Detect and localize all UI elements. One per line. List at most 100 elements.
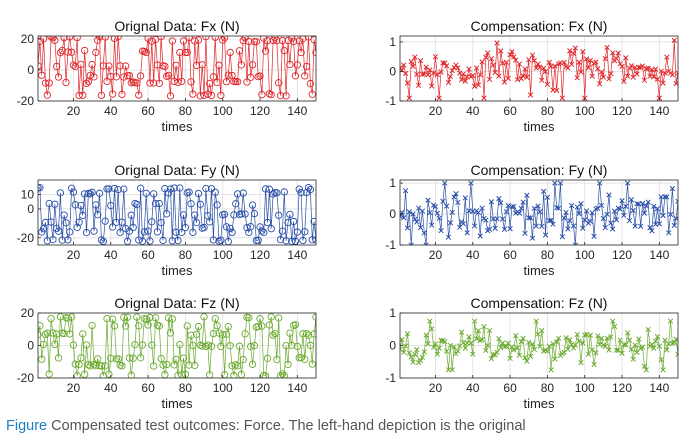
data-point [664, 54, 670, 60]
data-point [617, 337, 623, 343]
x-tick-label: 60 [141, 381, 155, 395]
data-point [263, 218, 272, 227]
data-point [518, 205, 524, 212]
data-point [587, 218, 593, 224]
data-point [524, 74, 530, 80]
data-point [671, 222, 677, 229]
data-point [178, 228, 186, 237]
data-point [572, 45, 579, 51]
data-point [578, 69, 584, 75]
data-point [483, 54, 489, 60]
data-point [293, 61, 301, 69]
data-point [544, 81, 551, 88]
data-point [202, 36, 210, 41]
data-point [550, 221, 556, 227]
data-point [67, 184, 76, 192]
data-point [135, 236, 143, 244]
data-point [297, 353, 305, 362]
data-point [593, 59, 599, 65]
data-point [155, 79, 163, 88]
data-point [419, 354, 426, 360]
data-point [401, 62, 407, 68]
data-point [600, 215, 607, 222]
x-tick-label: 80 [541, 104, 555, 118]
data-point [498, 345, 504, 351]
data-point [157, 354, 165, 363]
data-point [209, 73, 218, 81]
data-point [610, 318, 616, 324]
data-point [608, 70, 614, 77]
data-point [187, 331, 195, 339]
data-point [150, 362, 158, 370]
data-point [468, 180, 474, 186]
data-point [453, 62, 459, 68]
data-point [38, 322, 44, 330]
data-point [191, 361, 199, 370]
data-point [449, 367, 455, 373]
data-point [643, 203, 649, 209]
data-point [529, 235, 536, 241]
data-point [168, 37, 176, 45]
data-point [38, 71, 46, 79]
data-point [200, 313, 208, 321]
x-tick-label: 60 [141, 248, 155, 262]
data-point [245, 314, 253, 322]
data-point [414, 71, 420, 78]
data-point [457, 70, 463, 76]
data-point [110, 322, 119, 330]
data-point [99, 62, 107, 70]
data-point [436, 345, 442, 351]
data-point [291, 72, 300, 80]
y-tick-label: -1 [385, 371, 396, 385]
data-point [669, 72, 676, 78]
data-point [258, 322, 266, 330]
data-point [580, 225, 586, 231]
data-point [303, 62, 311, 71]
data-point [179, 354, 188, 362]
data-point [675, 70, 678, 76]
data-point [301, 355, 309, 364]
data-point [185, 361, 193, 369]
data-point [632, 223, 638, 229]
data-point [593, 350, 599, 356]
chart-title: Compensation: Fz (N) [471, 295, 608, 311]
data-point [187, 200, 195, 208]
data-point [230, 77, 238, 86]
data-point [615, 50, 621, 56]
data-point [596, 180, 603, 186]
data-point [163, 360, 171, 369]
data-point [554, 339, 560, 345]
data-point [552, 180, 558, 186]
data-point [511, 347, 517, 353]
x-tick-label: 40 [466, 104, 480, 118]
fx-comp-series [400, 37, 678, 101]
data-point [120, 313, 128, 322]
data-point [675, 198, 678, 204]
data-point [451, 194, 457, 200]
data-point [539, 328, 545, 334]
data-point [293, 228, 301, 236]
data-point [485, 342, 491, 349]
data-point [496, 73, 502, 79]
data-point [291, 237, 300, 245]
data-point [621, 78, 627, 84]
data-point [555, 205, 562, 211]
axes-box [399, 35, 679, 102]
data-point [303, 330, 311, 338]
data-point [247, 223, 255, 231]
data-point [73, 372, 81, 378]
data-point [539, 223, 545, 230]
x-tick-label: 140 [649, 104, 669, 118]
data-point [475, 328, 482, 334]
data-point [125, 354, 134, 362]
data-point [481, 323, 487, 330]
data-point [189, 228, 197, 237]
x-tick-label: 20 [429, 104, 443, 118]
data-point [660, 80, 666, 86]
data-point [507, 355, 513, 362]
data-point [595, 333, 601, 339]
data-point [146, 237, 154, 245]
data-point [151, 200, 160, 208]
data-point [570, 345, 577, 351]
data-point [621, 212, 627, 219]
